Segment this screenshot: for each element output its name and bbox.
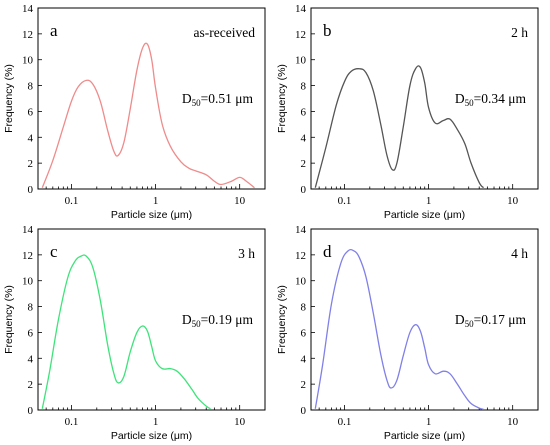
y-tick-label: 10 [22, 276, 34, 288]
x-tick-label: 0.1 [338, 416, 352, 428]
chart-panel-c: 0 2 4 6 8 10 12 14 0.1 1 10 Particle size (μm) Frequ… [3, 224, 266, 442]
y-tick-label: 0 [301, 184, 307, 196]
y-tick-label: 2 [301, 158, 307, 170]
y-tick-label: 4 [28, 132, 34, 144]
y-tick-label: 8 [28, 302, 34, 314]
y-tick-label: 2 [28, 379, 34, 391]
condition-label: 4 h [511, 246, 528, 261]
d50-annotation: D50=0.34 μm [455, 91, 527, 108]
y-tick-label: 12 [295, 250, 306, 262]
x-tick-label: 0.1 [65, 416, 79, 428]
y-tick-label: 12 [22, 250, 33, 262]
x-tick-label: 0.1 [65, 195, 79, 207]
panel-letter: c [50, 242, 58, 261]
y-tick-label: 2 [301, 379, 307, 391]
y-axis-title: Frequency (%) [3, 64, 15, 133]
d50-annotation: D50=0.51 μm [182, 91, 254, 108]
x-tick-label: 0.1 [338, 195, 352, 207]
chart-panel-a: 0 2 4 6 8 10 12 14 0.1 1 10 Particle size (μm) Frequ… [3, 3, 266, 221]
x-axis-title: Particle size (μm) [384, 209, 465, 221]
y-axis-title: Frequency (%) [276, 285, 288, 354]
y-tick-label: 6 [28, 327, 34, 339]
y-tick-label: 4 [28, 353, 34, 365]
y-tick-label: 10 [295, 55, 307, 67]
d50-annotation: D50=0.19 μm [182, 312, 254, 329]
series-line [41, 42, 255, 189]
y-tick-label: 6 [28, 106, 34, 118]
condition-label: as-received [194, 25, 256, 40]
x-tick-label: 1 [153, 195, 159, 207]
panel-letter: b [323, 21, 332, 40]
y-tick-label: 0 [301, 405, 307, 417]
x-tick-label: 1 [426, 416, 432, 428]
y-tick-label: 8 [301, 81, 307, 93]
y-tick-label: 10 [22, 55, 34, 67]
y-tick-label: 0 [28, 184, 34, 196]
y-tick-label: 2 [28, 158, 34, 170]
y-tick-label: 4 [301, 132, 307, 144]
panel-letter: d [323, 242, 332, 261]
x-axis-title: Particle size (μm) [111, 209, 192, 221]
x-tick-label: 1 [426, 195, 432, 207]
y-tick-label: 4 [301, 353, 307, 365]
x-tick-label: 10 [234, 416, 246, 428]
x-tick-label: 10 [507, 416, 519, 428]
y-axis-title: Frequency (%) [3, 285, 15, 354]
x-tick-label: 10 [234, 195, 246, 207]
y-axis-title: Frequency (%) [276, 64, 288, 133]
y-tick-label: 14 [22, 224, 34, 236]
y-tick-label: 14 [22, 3, 34, 15]
y-tick-label: 12 [295, 29, 306, 41]
y-tick-label: 8 [28, 81, 34, 93]
chart-panel-b: 0 2 4 6 8 10 12 14 0.1 1 10 Particle size (μm) Frequ… [276, 3, 539, 221]
x-tick-label: 10 [507, 195, 519, 207]
x-axis-title: Particle size (μm) [111, 430, 192, 442]
x-tick-label: 1 [153, 416, 159, 428]
y-tick-label: 14 [295, 224, 307, 236]
d50-annotation: D50=0.17 μm [455, 312, 527, 329]
x-axis-title: Particle size (μm) [384, 430, 465, 442]
series-line [314, 65, 485, 189]
y-tick-label: 14 [295, 3, 307, 15]
condition-label: 3 h [238, 246, 255, 261]
series-line [314, 248, 484, 410]
y-tick-label: 6 [301, 327, 307, 339]
series-line [41, 254, 211, 410]
chart-panel-d: 0 2 4 6 8 10 12 14 0.1 1 10 Particle size (μm) Frequ… [276, 224, 539, 442]
y-tick-label: 6 [301, 106, 307, 118]
y-tick-label: 8 [301, 302, 307, 314]
y-tick-label: 12 [22, 29, 33, 41]
panel-letter: a [50, 21, 58, 40]
condition-label: 2 h [511, 25, 528, 40]
y-tick-label: 0 [28, 405, 34, 417]
y-tick-label: 10 [295, 276, 307, 288]
